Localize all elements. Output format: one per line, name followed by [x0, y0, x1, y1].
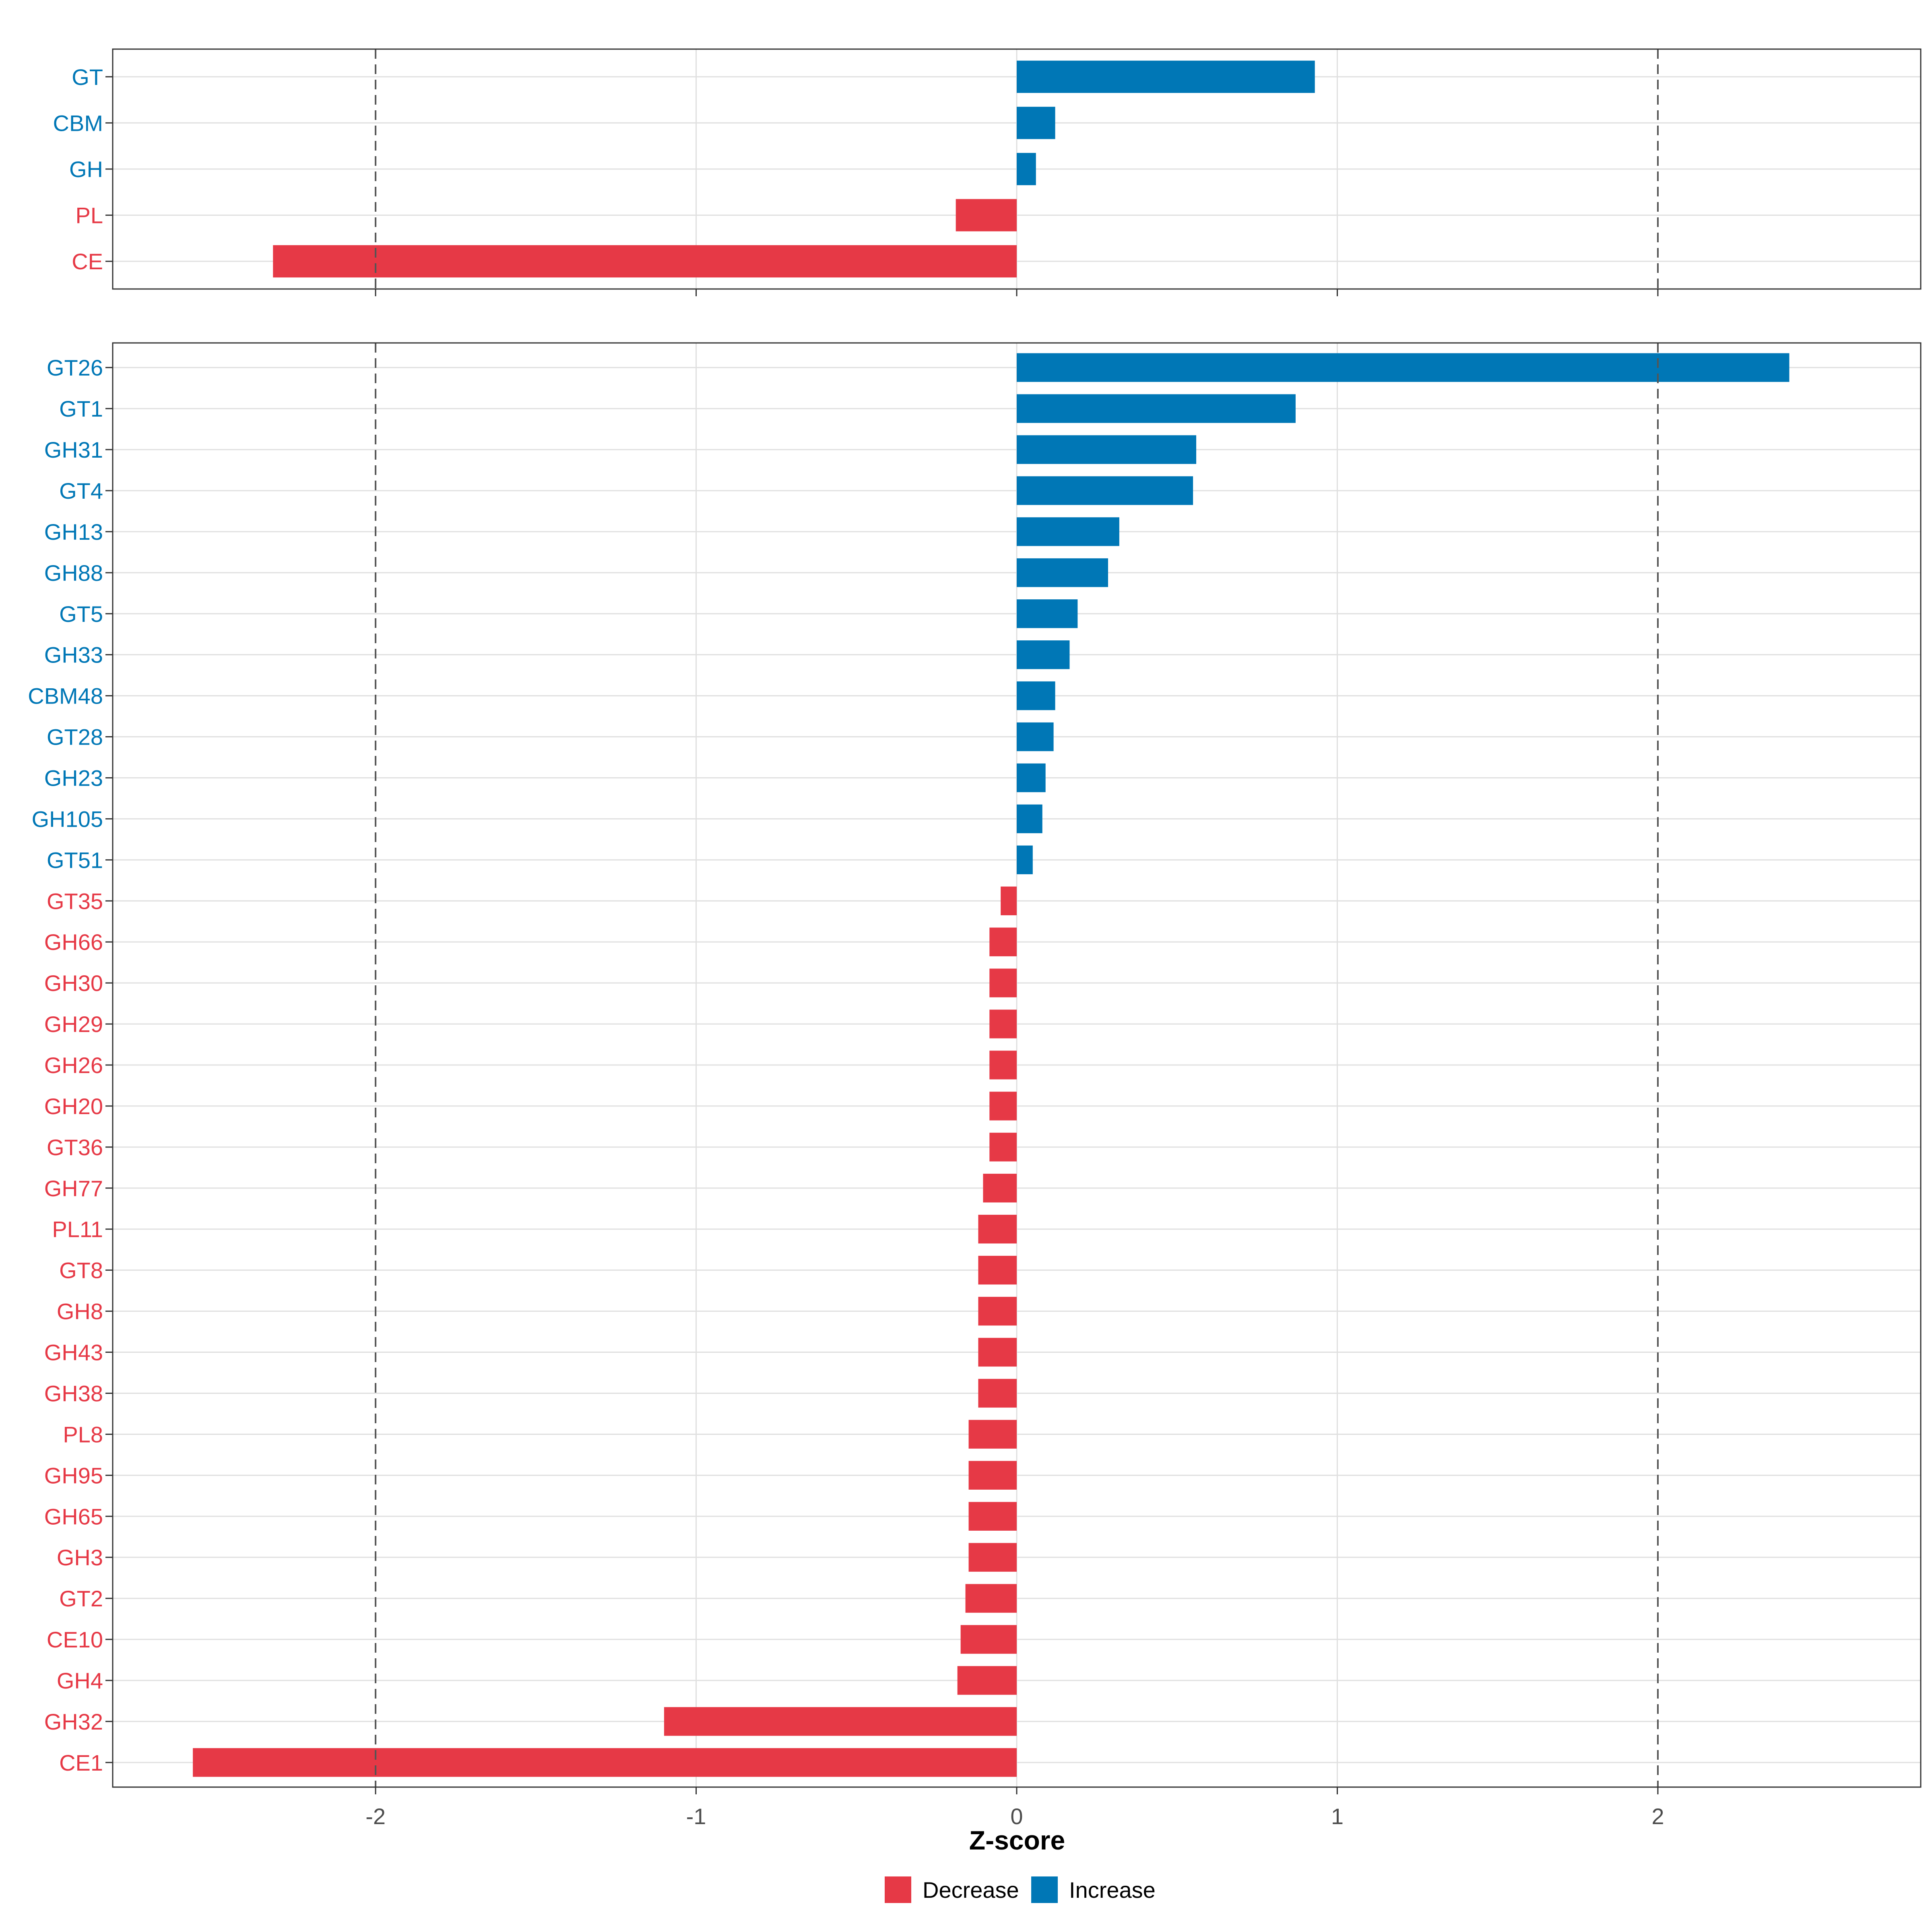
y-label-gt8: GT8 [59, 1258, 103, 1283]
y-label-gt5: GT5 [59, 601, 103, 627]
x-axis-title: Z-score [969, 1825, 1065, 1855]
y-label-gh77: GH77 [44, 1176, 103, 1201]
y-label-pl11: PL11 [52, 1217, 103, 1242]
y-label-cbm48: CBM48 [28, 683, 103, 709]
y-label-gh30: GH30 [44, 970, 103, 996]
y-label-gh32: GH32 [44, 1709, 103, 1734]
y-label-gh38: GH38 [44, 1381, 103, 1406]
legend: Decrease Increase [885, 1876, 1156, 1903]
bar-ce10 [960, 1625, 1017, 1654]
bar-gh43 [978, 1338, 1017, 1367]
y-label-gh43: GH43 [44, 1340, 103, 1365]
bar-gh23 [1017, 763, 1046, 793]
y-label-gh95: GH95 [44, 1463, 103, 1488]
y-label-gh29: GH29 [44, 1011, 103, 1037]
bar-gh29 [989, 1009, 1017, 1038]
bar-pl11 [978, 1215, 1017, 1244]
bar-gt2 [965, 1584, 1017, 1613]
x-tick-label-1: -1 [686, 1804, 706, 1829]
x-tick-label-4: 2 [1651, 1804, 1664, 1829]
y-label-gh20: GH20 [44, 1094, 103, 1119]
bar-gt1 [1017, 394, 1296, 423]
panel-1: GT CBM GH PL CE [53, 48, 1922, 296]
bar-gh [1017, 153, 1036, 186]
bar-gh20 [989, 1092, 1017, 1121]
bar-gh65 [968, 1502, 1017, 1531]
bar-gt4 [1017, 476, 1193, 505]
y-label-ce10: CE10 [47, 1627, 103, 1652]
bar-cbm48 [1017, 681, 1055, 710]
bar-gt26 [1017, 353, 1790, 382]
bar-gt36 [989, 1133, 1017, 1162]
y-label-gh66: GH66 [44, 929, 103, 955]
y-label-gt51: GT51 [47, 847, 103, 873]
y-label-gh26: GH26 [44, 1053, 103, 1078]
bar-gh33 [1017, 640, 1070, 669]
bar-gh95 [968, 1461, 1017, 1490]
y-label-gt2: GT2 [59, 1586, 103, 1611]
y-label-gt28: GT28 [47, 724, 103, 750]
bar-gh77 [983, 1174, 1017, 1203]
bar-gt28 [1017, 722, 1054, 751]
y-label-gh31: GH31 [44, 437, 103, 462]
bar-ce1 [193, 1748, 1017, 1777]
x-axis: -2 -1 0 1 2 [365, 1804, 1664, 1829]
bar-gt5 [1017, 599, 1078, 628]
y-label-gh: GH [69, 157, 103, 182]
y-label-gh88: GH88 [44, 560, 103, 586]
x-tick-label-0: -2 [365, 1804, 386, 1829]
y-label-gt: GT [72, 64, 103, 90]
panel-2: GT26 GT1 GH31 GT4 GH13 GH88 GT5 GH33 CBM48 GT28 GH… [28, 342, 1922, 1794]
bar-gh3 [968, 1543, 1017, 1572]
bar-gh13 [1017, 517, 1119, 546]
bar-gt [1017, 60, 1315, 93]
bar-gh8 [978, 1296, 1017, 1326]
y-label-gt26: GT26 [47, 355, 103, 380]
x-tick-label-2: 0 [1010, 1804, 1023, 1829]
y-label-gt36: GT36 [47, 1135, 103, 1160]
chart-panels: GT CBM GH PL CE GT26 GT1 GH31 GT4 GH13 GH88 GT5 GH33… [28, 48, 1922, 1794]
bar-gt8 [978, 1255, 1017, 1285]
bar-gh88 [1017, 558, 1108, 587]
bar-gh105 [1017, 804, 1042, 834]
bar-gh38 [978, 1379, 1017, 1408]
x-tick-label-3: 1 [1331, 1804, 1344, 1829]
legend-swatch-increase [1031, 1876, 1058, 1903]
y-label-gh13: GH13 [44, 519, 103, 545]
y-label-gh23: GH23 [44, 765, 103, 791]
y-label-gt4: GT4 [59, 478, 103, 504]
y-label-ce1: CE1 [59, 1750, 103, 1775]
bar-gh32 [664, 1707, 1017, 1736]
legend-label-decrease: Decrease [923, 1877, 1019, 1903]
y-label-gh3: GH3 [57, 1545, 103, 1570]
y-label-gt1: GT1 [59, 396, 103, 421]
legend-label-increase: Increase [1069, 1877, 1156, 1903]
y-label-gh8: GH8 [57, 1299, 103, 1324]
y-label-gh33: GH33 [44, 642, 103, 668]
y-label-ce: CE [72, 249, 103, 274]
y-label-gt35: GT35 [47, 888, 103, 914]
y-label-gh4: GH4 [57, 1668, 103, 1693]
bar-gh30 [989, 968, 1017, 997]
bar-cbm [1017, 107, 1055, 139]
bar-gh4 [957, 1666, 1017, 1695]
bar-gt51 [1017, 845, 1033, 875]
bar-gh26 [989, 1051, 1017, 1080]
y-label-pl8: PL8 [63, 1422, 103, 1447]
bar-ce [273, 245, 1017, 278]
bar-pl [956, 199, 1017, 231]
legend-swatch-decrease [885, 1876, 911, 1903]
bar-gh31 [1017, 435, 1197, 464]
bar-gt35 [1001, 886, 1017, 915]
y-label-gh65: GH65 [44, 1504, 103, 1529]
y-label-gh105: GH105 [32, 806, 103, 832]
bar-gh66 [989, 927, 1017, 956]
y-label-pl: PL [76, 203, 103, 228]
bar-pl8 [968, 1420, 1017, 1449]
y-label-cbm: CBM [53, 110, 103, 136]
